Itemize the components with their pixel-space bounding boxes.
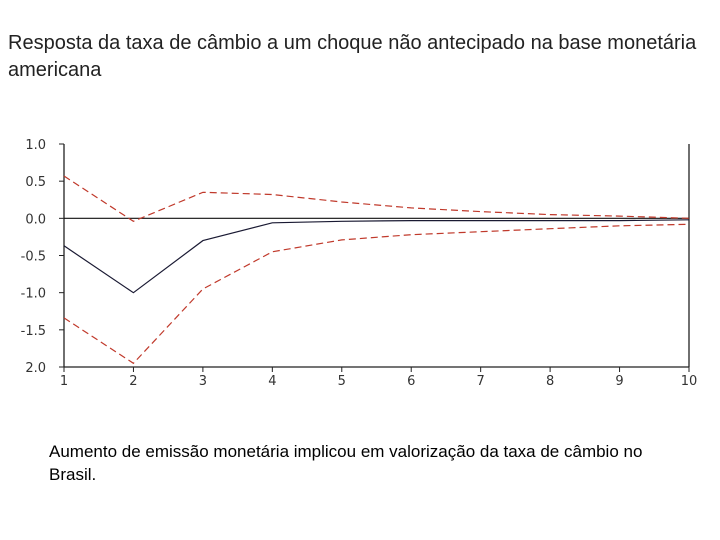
slide-title: Resposta da taxa de câmbio a um choque n… bbox=[8, 32, 697, 81]
y-tick-label: 0.0 bbox=[25, 212, 46, 227]
series-line-upper-band bbox=[63, 175, 690, 222]
y-tick-label: 1.0 bbox=[25, 138, 46, 153]
y-tick-label: 2.0 bbox=[25, 361, 46, 376]
y-tick-label: -0.5 bbox=[21, 250, 46, 265]
x-tick-label: 6 bbox=[407, 374, 415, 389]
series-line-lower-band bbox=[63, 223, 690, 365]
x-tick-label: 4 bbox=[268, 374, 276, 389]
x-tick-label: 10 bbox=[681, 374, 698, 389]
x-tick-label: 7 bbox=[477, 374, 485, 389]
y-tick-label: -1.5 bbox=[21, 324, 46, 339]
y-tick-label: -1.0 bbox=[21, 287, 46, 302]
impulse-response-chart: 1.0 0.5 0.0 -0.5 -1.0 -1.5 2.0 1 2 3 4 5 6 7 8 9 10 bbox=[21, 138, 698, 389]
chart-axes bbox=[63, 144, 690, 368]
x-tick-label: 5 bbox=[338, 374, 346, 389]
y-axis-ticks: 1.0 0.5 0.0 -0.5 -1.0 -1.5 2.0 bbox=[21, 138, 64, 376]
x-tick-label: 1 bbox=[60, 374, 68, 389]
y-tick-label: 0.5 bbox=[25, 175, 46, 190]
x-tick-label: 2 bbox=[129, 374, 137, 389]
series-line-response bbox=[63, 219, 690, 294]
slide-caption: Aumento de emissão monetária implicou em… bbox=[49, 442, 643, 484]
chart-series bbox=[63, 175, 690, 365]
x-tick-label: 8 bbox=[546, 374, 554, 389]
x-tick-label: 9 bbox=[615, 374, 623, 389]
x-tick-label: 3 bbox=[199, 374, 207, 389]
x-axis-ticks: 1 2 3 4 5 6 7 8 9 10 bbox=[60, 367, 697, 389]
